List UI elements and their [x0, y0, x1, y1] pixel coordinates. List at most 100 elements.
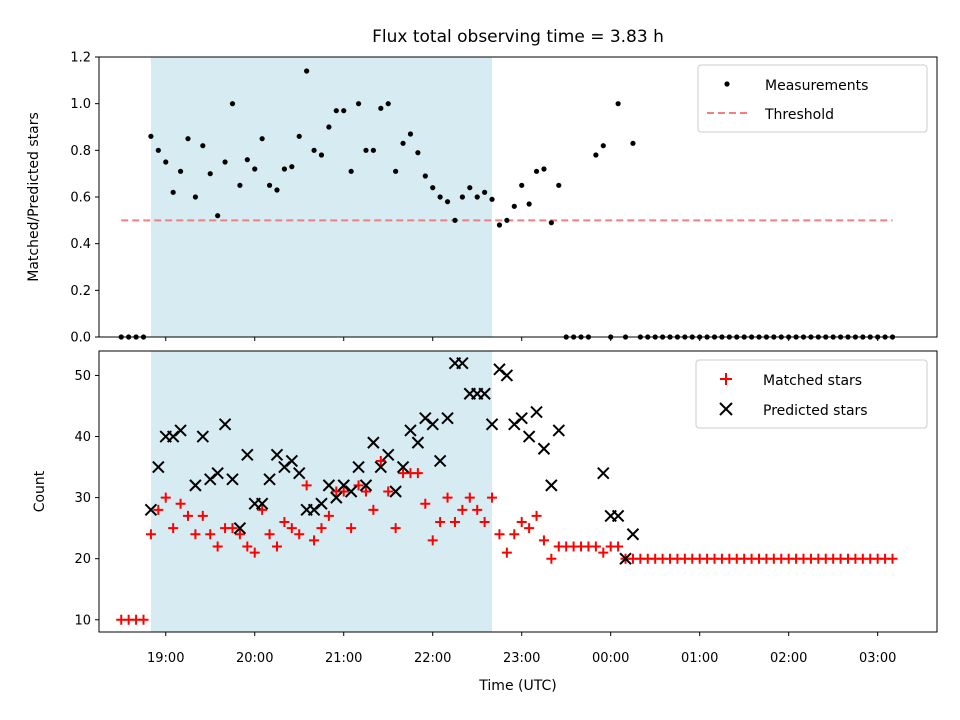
predicted-star-point: [315, 497, 328, 510]
count-points: [116, 357, 898, 625]
matched-star-point: [338, 486, 349, 497]
predicted-star-point: [389, 485, 402, 498]
measurement-point: [215, 213, 221, 219]
matched-star-point: [509, 529, 520, 540]
x-tick-label: 23:00: [503, 651, 540, 666]
y-tick-label: 40: [74, 430, 91, 445]
matched-star-point: [887, 553, 898, 564]
matched-star-point: [234, 529, 245, 540]
measurement-point: [266, 182, 273, 188]
matched-star-point: [494, 529, 505, 540]
measurement-point: [452, 217, 458, 223]
measurement-point: [467, 185, 473, 191]
matched-star-point: [190, 529, 201, 540]
count-legend-box: [695, 359, 928, 429]
predicted-star-point: [426, 418, 439, 431]
legend-predicted-label: Predicted stars: [763, 403, 868, 419]
count-x-axis-label: Time (UTC): [478, 678, 556, 694]
predicted-star-point: [218, 418, 232, 431]
count-panel-frame: [98, 350, 938, 633]
predicted-star-point: [241, 448, 254, 462]
predicted-star-point: [411, 436, 425, 449]
ratio-legend: Measurements Threshold: [697, 64, 928, 133]
measurement-point: [370, 147, 376, 153]
matched-star-point: [531, 510, 542, 521]
measurement-point: [252, 166, 258, 172]
measurement-point: [244, 157, 250, 163]
matched-star-point: [501, 547, 512, 558]
matched-star-point: [205, 529, 216, 540]
matched-star-point: [390, 523, 401, 534]
matched-star-point: [197, 510, 208, 521]
predicted-star-point: [404, 424, 417, 437]
matched-star-point: [435, 517, 446, 528]
count-x-ticks: 19:00 20:00 21:00 22:00 23:00 00:00 01:00 02:00…: [147, 632, 896, 666]
matched-star-point: [546, 553, 557, 564]
matched-star-point: [138, 614, 149, 625]
predicted-star-point: [433, 454, 447, 468]
predicted-star-point: [152, 460, 165, 474]
legend-threshold-label: Threshold: [764, 107, 834, 123]
count-panel: 10 20 30 40 50 19:00 20:00 21:00 22:00 23:00 00:0…: [32, 350, 938, 694]
legend-measurements-marker: [724, 81, 730, 87]
count-y-ticks: 10 20 30 40 50: [74, 369, 99, 628]
predicted-star-point: [263, 473, 276, 486]
matched-star-point: [301, 480, 312, 491]
measurement-point: [482, 189, 488, 195]
y-tick-label: 20: [74, 552, 91, 567]
predicted-star-point: [530, 405, 543, 419]
measurement-point: [526, 201, 532, 207]
legend-predicted-marker: [719, 402, 733, 416]
measurement-point: [511, 203, 517, 209]
legend-matched-marker: [720, 373, 732, 385]
measurement-point: [192, 194, 199, 200]
measurement-point: [289, 164, 295, 170]
matched-star-point: [316, 523, 327, 534]
measurement-point: [222, 159, 228, 165]
matched-star-point: [368, 504, 379, 515]
matched-star-point: [153, 504, 164, 515]
measurement-point: [333, 108, 339, 114]
matched-star-point: [360, 486, 371, 497]
predicted-star-point: [441, 411, 454, 425]
x-tick-label: 01:00: [681, 651, 718, 666]
matched-star-point: [294, 529, 305, 540]
measurement-point: [393, 168, 399, 174]
predicted-star-point: [330, 491, 343, 504]
x-tick-label: 02:00: [770, 651, 807, 666]
matched-star-point: [212, 541, 223, 552]
measurement-point: [311, 147, 317, 153]
chart-title: Flux total observing time = 3.83 h: [372, 27, 664, 47]
predicted-star-point: [626, 528, 640, 541]
predicted-star-point: [396, 460, 410, 474]
matched-star-point: [279, 517, 290, 528]
measurement-point: [407, 131, 414, 137]
observing-window-shade: [150, 57, 493, 337]
predicted-star-point: [359, 479, 373, 492]
ratio-x-ticks: [165, 337, 879, 341]
ratio-y-axis-label: Matched/Predicted stars: [26, 112, 42, 282]
predicted-star-point: [500, 369, 514, 382]
measurement-point: [237, 182, 243, 188]
measurement-point: [630, 140, 636, 146]
measurement-point: [437, 194, 443, 200]
predicted-star-point: [270, 448, 284, 462]
matched-star-point: [242, 541, 253, 552]
measurement-point: [170, 189, 176, 195]
measurement-point: [600, 143, 606, 149]
predicted-star-point: [367, 436, 380, 449]
predicted-star-point: [255, 497, 269, 510]
measurement-point: [304, 68, 310, 74]
measurement-point: [177, 168, 184, 174]
measurement-point: [207, 171, 213, 177]
measurement-point: [541, 166, 547, 172]
measurement-point: [548, 220, 554, 226]
predicted-star-point: [144, 503, 158, 517]
matched-star-point: [442, 492, 453, 503]
measurement-point: [378, 105, 384, 111]
measurement-point: [229, 101, 236, 107]
matched-star-point: [412, 468, 423, 479]
matched-star-point: [449, 517, 460, 528]
matched-star-point: [182, 510, 193, 521]
